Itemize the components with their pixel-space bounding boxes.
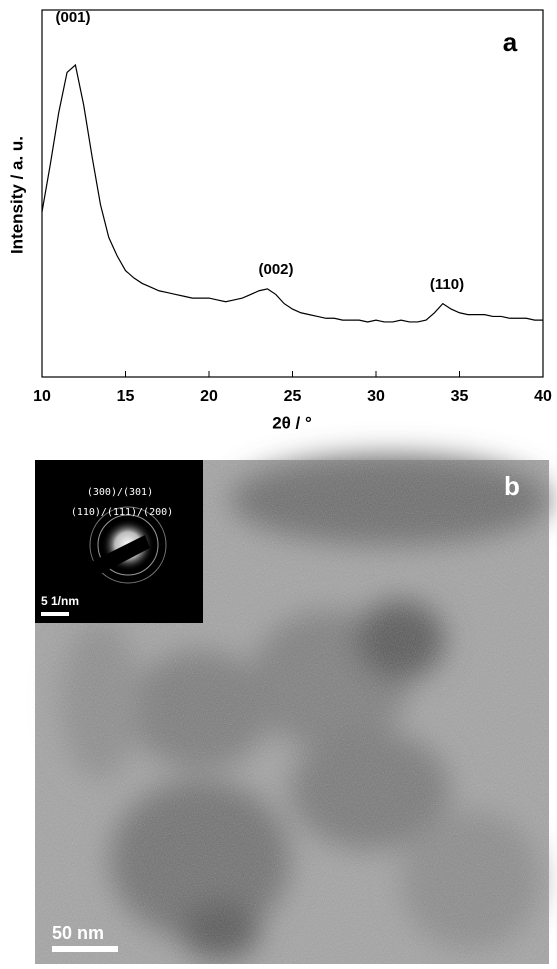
xrd-panel: (001) (002) (110) a 2θ / ° Intensity / a… (7, 9, 552, 433)
scale-bar-label: 50 nm (52, 923, 104, 943)
plot-frame (41, 9, 544, 378)
ring (97, 514, 159, 576)
ring-label: (300)/(301) (87, 487, 153, 498)
inset-scale-label: 5 1/nm (41, 594, 79, 608)
panel-label: a (503, 27, 518, 57)
x-tick-label: 25 (284, 388, 302, 405)
xrd-curve (41, 63, 543, 323)
x-tick-label: 40 (534, 388, 552, 405)
x-tick-label: 10 (33, 388, 51, 405)
beam-stop (35, 535, 150, 608)
x-axis-label: 2θ / ° (272, 413, 312, 432)
x-tick-label: 30 (367, 388, 385, 405)
peak-label: (002) (258, 261, 293, 278)
x-tick-label: 15 (117, 388, 135, 405)
peak-label: (001) (55, 9, 90, 26)
tem-panel: (300)/(301) (110)/(111)/(200) 5 1/nm b 5… (35, 455, 550, 964)
y-axis-label: Intensity / a. u. (7, 136, 26, 254)
x-tick-label: 35 (451, 388, 469, 405)
inset-scale-bar (41, 612, 69, 616)
scale-bar (52, 946, 118, 952)
ring (89, 506, 167, 584)
peak-label: (110) (430, 276, 464, 293)
x-tick-label: 20 (200, 388, 218, 405)
ring-label: (110)/(111)/(200) (71, 507, 173, 518)
panel-label: b (504, 471, 520, 501)
